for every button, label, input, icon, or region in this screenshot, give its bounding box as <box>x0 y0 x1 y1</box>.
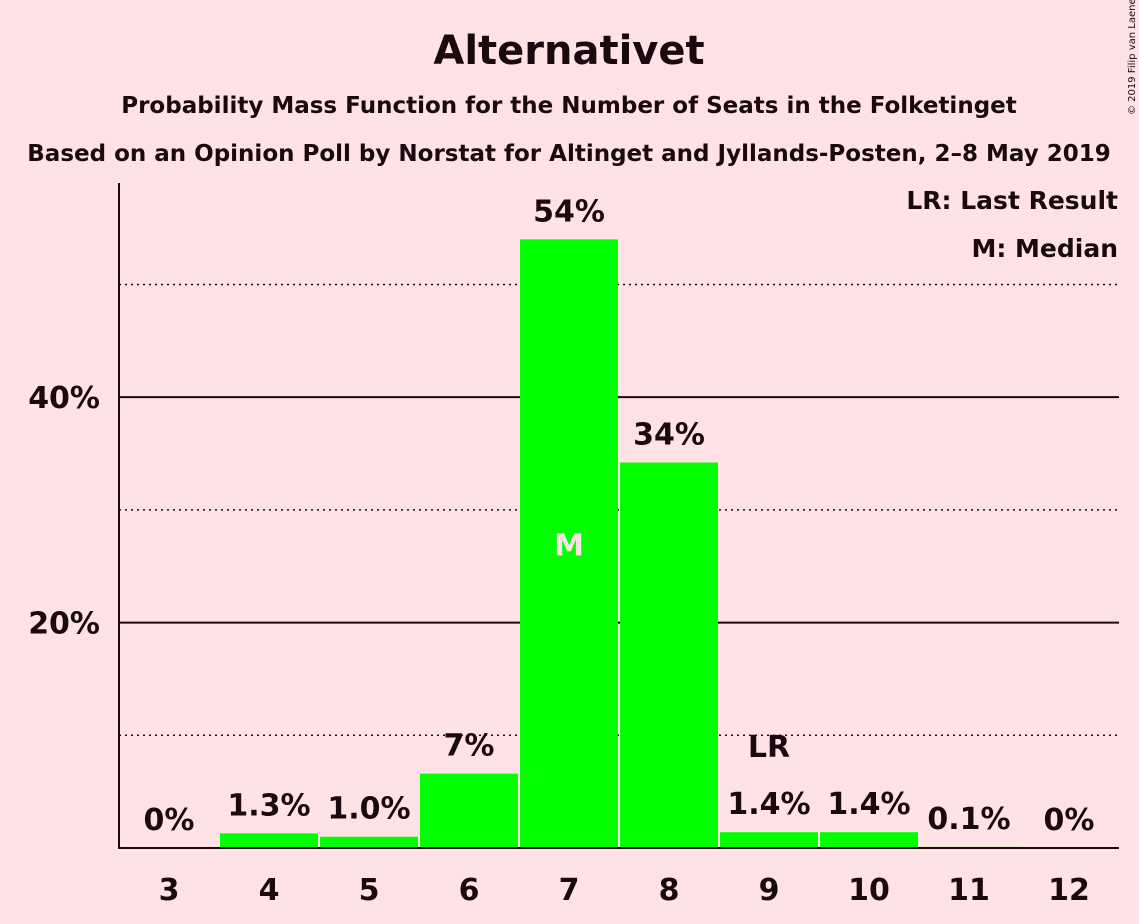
data-label-6: 7% <box>444 729 495 764</box>
copyright-text: © 2019 Filip van Laenen <box>1127 0 1138 115</box>
chart-title: Alternativet <box>433 28 704 74</box>
x-tick-label-3: 3 <box>159 873 180 908</box>
bar-10 <box>820 832 918 848</box>
x-tick-label-11: 11 <box>948 873 990 908</box>
bar-6 <box>420 773 518 848</box>
data-labels: 0% 1.3% 1.0% 7% 54% M 34% 1.4% LR 1.4% 0.1% 0% <box>144 194 1095 838</box>
bar-4 <box>220 833 318 848</box>
y-tick-label-1: 40% <box>28 381 100 416</box>
x-tick-label-4: 4 <box>259 873 280 908</box>
x-tick-label-7: 7 <box>559 873 580 908</box>
median-marker: M <box>554 529 584 564</box>
legend-last-result: LR: Last Result <box>906 186 1118 215</box>
bars <box>220 239 1018 848</box>
x-tick-label-8: 8 <box>659 873 680 908</box>
bar-7 <box>520 239 618 848</box>
x-axis-ticks: 3 4 5 6 7 8 9 10 11 12 <box>159 873 1090 908</box>
data-label-9: 1.4% <box>727 787 810 822</box>
data-label-7: 54% <box>533 194 605 229</box>
bar-8 <box>620 462 718 848</box>
data-label-3: 0% <box>144 803 195 838</box>
bar-9 <box>720 832 818 848</box>
data-label-11: 0.1% <box>927 802 1010 837</box>
data-label-5: 1.0% <box>327 792 410 827</box>
y-tick-label-0: 20% <box>28 607 100 642</box>
x-tick-label-6: 6 <box>459 873 480 908</box>
gridlines <box>119 283 1119 737</box>
x-tick-label-5: 5 <box>359 873 380 908</box>
x-tick-label-10: 10 <box>848 873 890 908</box>
data-label-4: 1.3% <box>227 788 310 823</box>
y-axis-ticks: 20% 40% <box>28 381 100 641</box>
legend-median: M: Median <box>971 234 1118 263</box>
data-label-10: 1.4% <box>827 787 910 822</box>
x-tick-label-9: 9 <box>759 873 780 908</box>
x-tick-label-12: 12 <box>1048 873 1090 908</box>
data-label-12: 0% <box>1044 803 1095 838</box>
chart-subtitle-2: Based on an Opinion Poll by Norstat for … <box>27 141 1110 167</box>
last-result-marker: LR <box>748 730 790 765</box>
data-label-8: 34% <box>633 418 705 453</box>
chart-subtitle: Probability Mass Function for the Number… <box>121 93 1017 119</box>
bar-5 <box>320 836 418 848</box>
